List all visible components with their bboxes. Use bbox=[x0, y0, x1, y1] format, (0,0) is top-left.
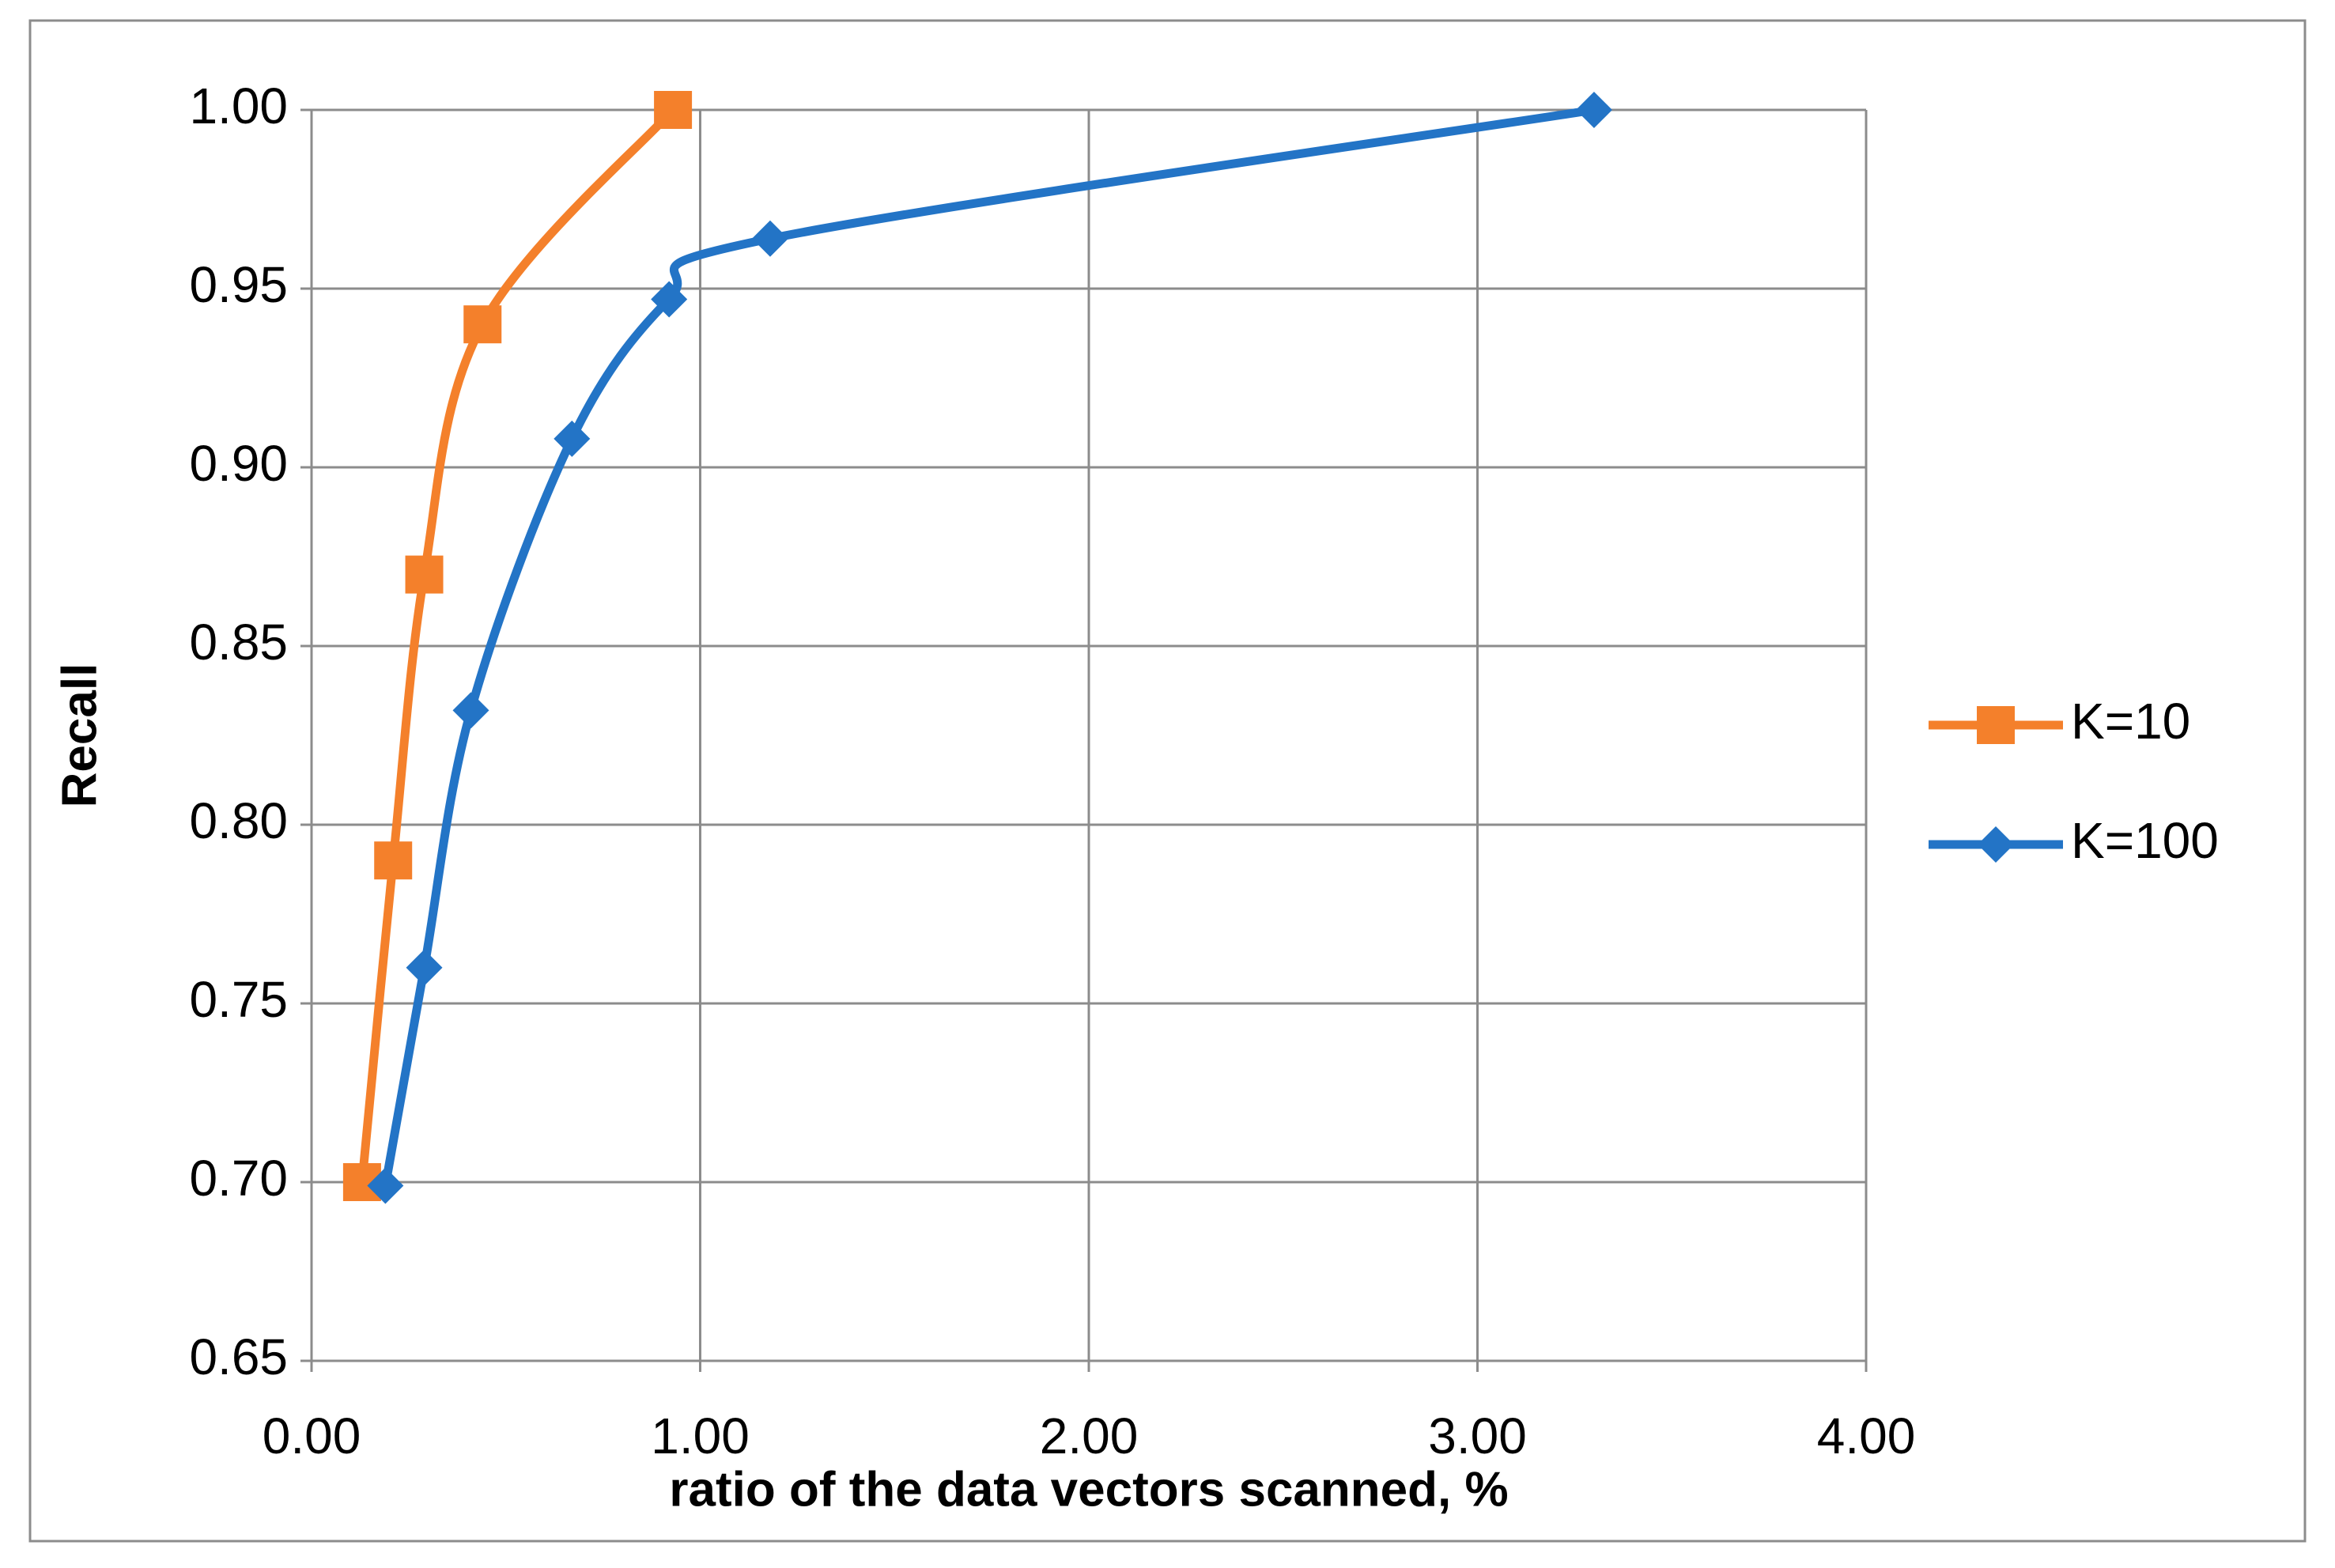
x-axis-title: ratio of the data vectors scanned, % bbox=[669, 1462, 1508, 1517]
marker bbox=[452, 692, 489, 729]
marker bbox=[654, 91, 693, 129]
marker bbox=[405, 555, 444, 594]
marker bbox=[651, 281, 688, 318]
y-tick-label: 0.90 bbox=[189, 435, 288, 492]
legend-label: K=10 bbox=[2071, 693, 2190, 750]
x-tick-label: 3.00 bbox=[1428, 1407, 1527, 1464]
marker bbox=[554, 420, 591, 457]
x-tick-label: 2.00 bbox=[1040, 1407, 1139, 1464]
marker bbox=[1977, 706, 2015, 744]
y-axis-title: Recall bbox=[52, 663, 107, 808]
marker bbox=[406, 949, 443, 986]
marker bbox=[367, 1167, 404, 1204]
legend-label: K=100 bbox=[2071, 812, 2219, 869]
x-tick-label: 1.00 bbox=[651, 1407, 750, 1464]
y-tick-label: 0.95 bbox=[189, 256, 288, 313]
marker bbox=[1978, 826, 2014, 863]
marker bbox=[463, 305, 502, 344]
y-tick-label: 0.85 bbox=[189, 614, 288, 671]
y-tick-label: 1.00 bbox=[189, 77, 288, 134]
y-tick-label: 0.65 bbox=[189, 1328, 288, 1385]
y-tick-label: 0.75 bbox=[189, 971, 288, 1028]
y-tick-label: 0.70 bbox=[189, 1150, 288, 1207]
chart-border bbox=[28, 19, 2307, 1543]
marker bbox=[1575, 92, 1612, 128]
x-tick-label: 0.00 bbox=[263, 1407, 361, 1464]
marker bbox=[751, 220, 788, 257]
x-tick-label: 4.00 bbox=[1817, 1407, 1916, 1464]
marker bbox=[374, 841, 413, 880]
series-line bbox=[380, 105, 1595, 1187]
y-tick-label: 0.80 bbox=[189, 792, 288, 849]
